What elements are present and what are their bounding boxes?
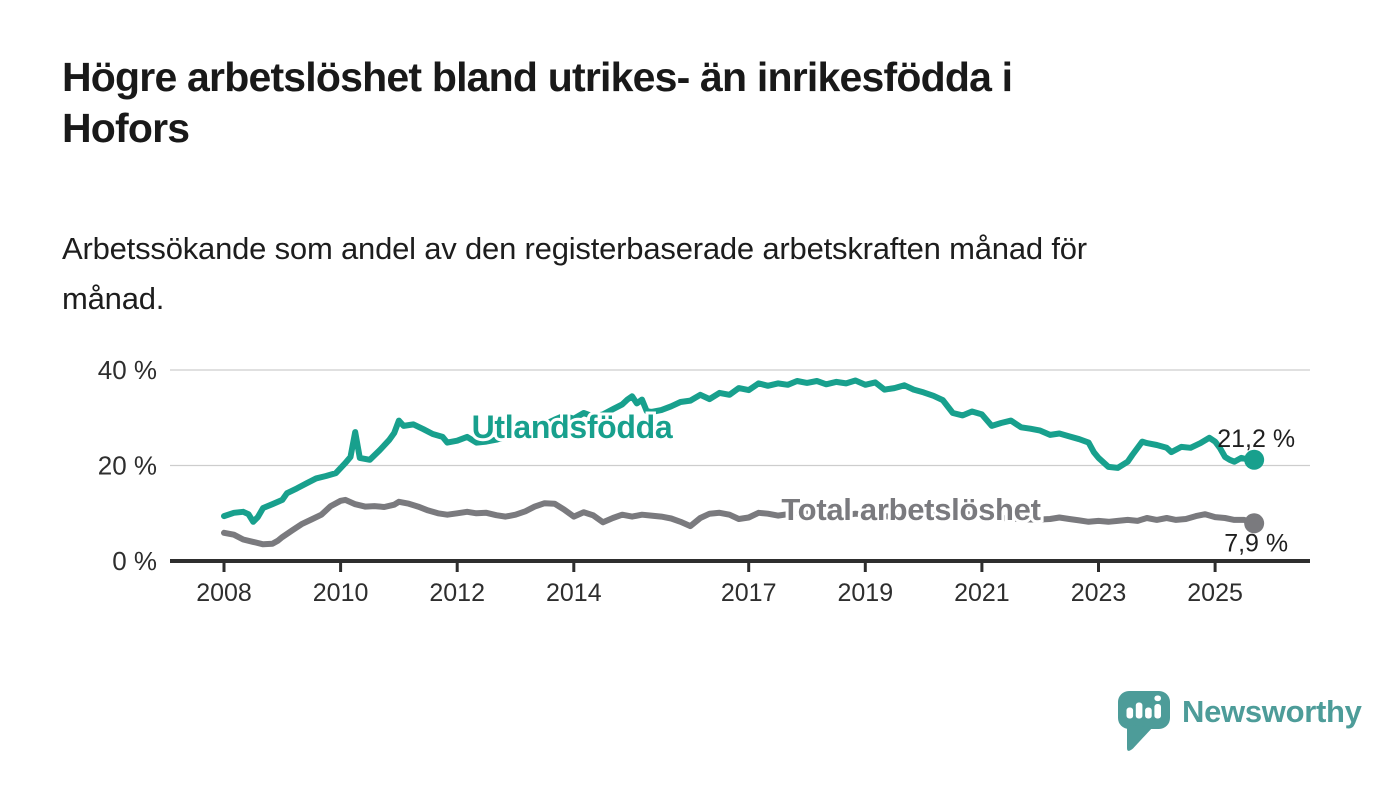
y-tick-label-0: 0 %: [112, 546, 157, 576]
logo-bar-dot: [1154, 695, 1161, 702]
page-title: Högre arbetslöshet bland utrikes- än inr…: [62, 54, 1013, 151]
x-axis: 2008 2010 2012 2014 2017 2019 2021 2023 2025: [170, 559, 1310, 607]
logo-bar-1: [1126, 707, 1134, 719]
utlandsfodda-end-value-label: 21,2 %: [1217, 425, 1295, 453]
x-tick-label-2017: 2017: [721, 579, 777, 607]
total-arbetsloshet-line: [221, 496, 1258, 548]
x-tick-label-2008: 2008: [196, 579, 252, 607]
total-arbetsloshet-end-value-label: 7,9 %: [1224, 529, 1288, 557]
x-tick-label-2019: 2019: [837, 579, 893, 607]
gridlines: [170, 369, 1310, 467]
logo-bar-3: [1145, 707, 1152, 719]
logo-bar-4: [1154, 704, 1161, 719]
page-subtitle: Arbetssökande som andel av den registerb…: [62, 231, 1087, 316]
logo-speech-bubble: [1118, 691, 1170, 729]
y-tick-label-20: 20 %: [98, 451, 157, 481]
utlandsfodda-series-label: Utlandsfödda: [472, 409, 673, 445]
total-arbetsloshet-end-dot: [1244, 513, 1265, 534]
x-tick-label-2023: 2023: [1071, 579, 1127, 607]
utlandsfodda-end-dot: [1244, 449, 1265, 470]
utlandsfodda-line: [221, 377, 1258, 525]
x-tick-label-2014: 2014: [546, 579, 602, 607]
logo-bar-2: [1135, 702, 1143, 719]
x-tick-label-2021: 2021: [954, 579, 1010, 607]
y-axis-labels: 0 % 20 % 40 %: [98, 355, 157, 576]
x-tick-label-2010: 2010: [313, 579, 369, 607]
total-arbetsloshet-series-label: Total arbetslöshet: [781, 492, 1040, 527]
x-tick-label-2012: 2012: [429, 579, 485, 607]
y-tick-label-40: 40 %: [98, 355, 157, 385]
logo-speech-tail: [1127, 725, 1153, 751]
newsworthy-logo-icon: [1118, 691, 1170, 751]
newsworthy-logo-text: Newsworthy: [1182, 694, 1362, 729]
x-tick-label-2025: 2025: [1187, 579, 1243, 607]
